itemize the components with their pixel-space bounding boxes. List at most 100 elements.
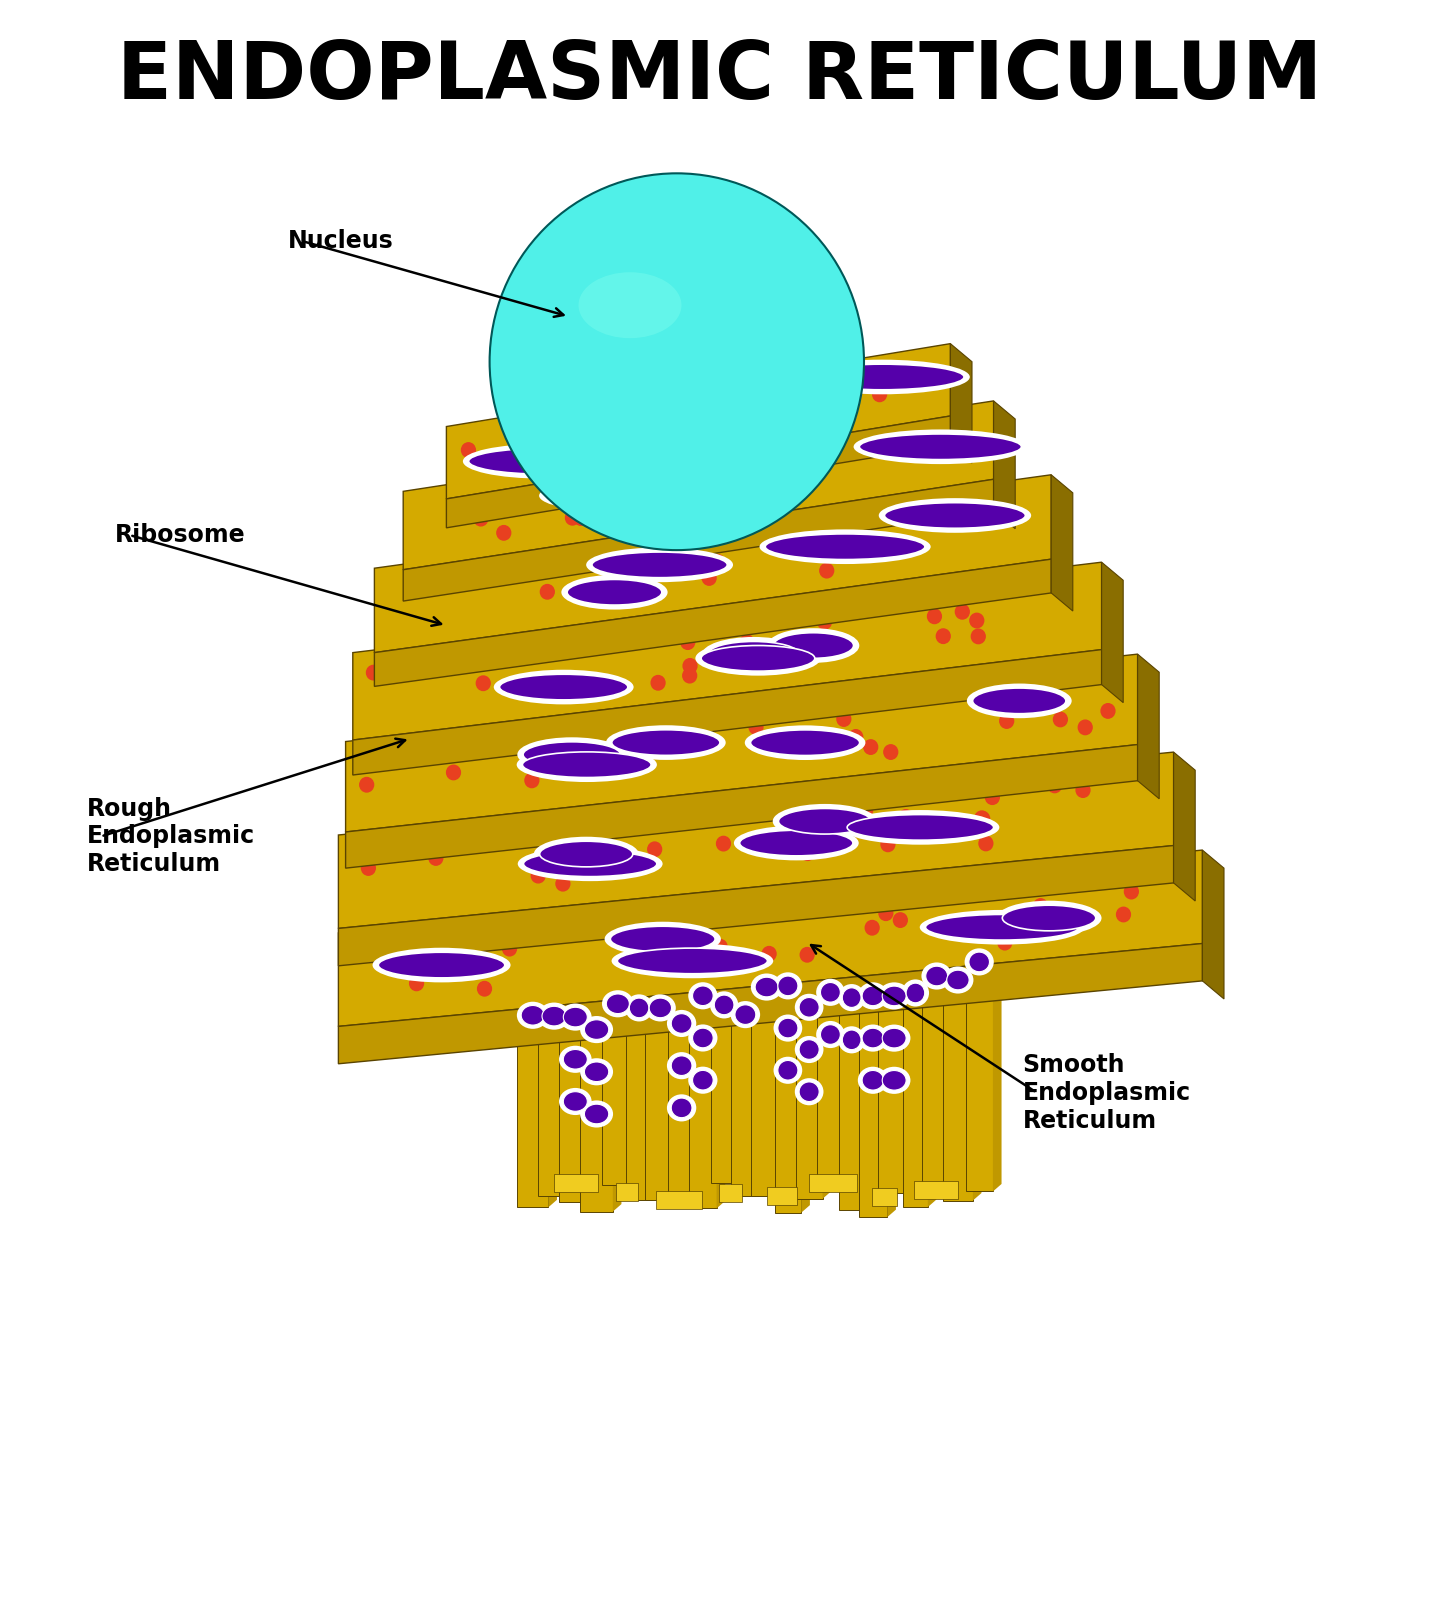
Polygon shape (374, 475, 1051, 653)
Circle shape (907, 363, 920, 378)
Ellipse shape (693, 1029, 713, 1048)
Ellipse shape (996, 901, 1102, 936)
Ellipse shape (878, 498, 1031, 533)
Polygon shape (517, 997, 549, 1208)
Ellipse shape (541, 1006, 566, 1026)
Circle shape (1076, 782, 1090, 797)
Circle shape (688, 416, 703, 430)
Circle shape (693, 472, 707, 486)
Ellipse shape (559, 1088, 592, 1115)
Circle shape (762, 947, 776, 962)
Ellipse shape (585, 1104, 609, 1123)
Ellipse shape (645, 994, 675, 1021)
Polygon shape (403, 402, 994, 570)
Polygon shape (737, 987, 746, 1184)
Ellipse shape (744, 403, 851, 429)
Ellipse shape (707, 642, 799, 667)
Circle shape (703, 571, 716, 586)
Ellipse shape (779, 808, 871, 834)
Circle shape (1054, 712, 1067, 726)
Circle shape (881, 837, 894, 851)
Ellipse shape (563, 1091, 588, 1112)
Circle shape (979, 837, 992, 851)
Circle shape (621, 512, 634, 526)
Polygon shape (616, 1182, 638, 1202)
Ellipse shape (972, 688, 1066, 714)
Ellipse shape (523, 742, 621, 768)
Text: Rough
Endoplasmic
Reticulum: Rough Endoplasmic Reticulum (86, 797, 255, 877)
Ellipse shape (795, 994, 824, 1021)
Circle shape (884, 744, 897, 760)
Ellipse shape (701, 645, 815, 670)
Ellipse shape (559, 1046, 592, 1074)
Circle shape (802, 733, 816, 747)
Circle shape (556, 877, 570, 891)
Polygon shape (878, 978, 910, 1194)
Polygon shape (717, 978, 726, 1208)
Circle shape (865, 920, 878, 934)
Ellipse shape (734, 1005, 756, 1024)
Polygon shape (732, 997, 759, 1197)
Circle shape (873, 387, 887, 402)
Polygon shape (353, 562, 1102, 741)
Circle shape (478, 981, 491, 995)
Circle shape (893, 914, 907, 928)
Polygon shape (1174, 752, 1195, 901)
Circle shape (606, 846, 621, 861)
Polygon shape (775, 968, 801, 1213)
Ellipse shape (606, 725, 726, 760)
Circle shape (878, 906, 893, 920)
Polygon shape (554, 1174, 598, 1192)
Circle shape (976, 811, 989, 826)
Polygon shape (602, 986, 634, 1186)
Ellipse shape (508, 195, 821, 509)
Polygon shape (338, 845, 1174, 966)
Polygon shape (903, 974, 927, 1206)
Polygon shape (782, 970, 791, 1197)
Circle shape (995, 514, 1009, 528)
Ellipse shape (580, 1101, 613, 1128)
Polygon shape (403, 480, 994, 602)
Ellipse shape (858, 1024, 888, 1051)
Ellipse shape (563, 1050, 588, 1069)
Circle shape (848, 730, 863, 744)
Ellipse shape (799, 1040, 819, 1059)
Polygon shape (950, 344, 972, 462)
Polygon shape (446, 344, 950, 499)
Ellipse shape (730, 1002, 760, 1029)
Ellipse shape (801, 365, 963, 390)
Polygon shape (1102, 562, 1123, 702)
Circle shape (740, 635, 755, 650)
Polygon shape (549, 997, 557, 1208)
Ellipse shape (592, 552, 727, 578)
Ellipse shape (602, 990, 634, 1018)
Circle shape (955, 605, 969, 619)
Ellipse shape (883, 1029, 906, 1048)
Polygon shape (675, 990, 684, 1200)
Ellipse shape (379, 952, 505, 978)
Polygon shape (353, 650, 1102, 774)
Polygon shape (822, 989, 831, 1198)
Ellipse shape (494, 670, 634, 704)
Ellipse shape (878, 1067, 910, 1094)
Ellipse shape (494, 179, 852, 539)
Polygon shape (840, 979, 864, 1210)
Polygon shape (559, 998, 592, 1202)
Circle shape (927, 610, 942, 624)
Ellipse shape (739, 398, 857, 434)
Ellipse shape (625, 994, 654, 1021)
Polygon shape (796, 989, 822, 1198)
Polygon shape (690, 978, 717, 1208)
Ellipse shape (799, 997, 819, 1018)
Polygon shape (346, 744, 1138, 869)
Polygon shape (752, 970, 782, 1197)
Polygon shape (668, 1005, 696, 1200)
Text: shutterstock®: shutterstock® (32, 1541, 248, 1566)
Ellipse shape (586, 547, 733, 582)
Ellipse shape (773, 803, 877, 838)
Ellipse shape (562, 574, 668, 610)
Circle shape (461, 443, 475, 458)
Ellipse shape (795, 1078, 824, 1106)
Circle shape (477, 677, 490, 691)
Circle shape (1048, 778, 1061, 792)
